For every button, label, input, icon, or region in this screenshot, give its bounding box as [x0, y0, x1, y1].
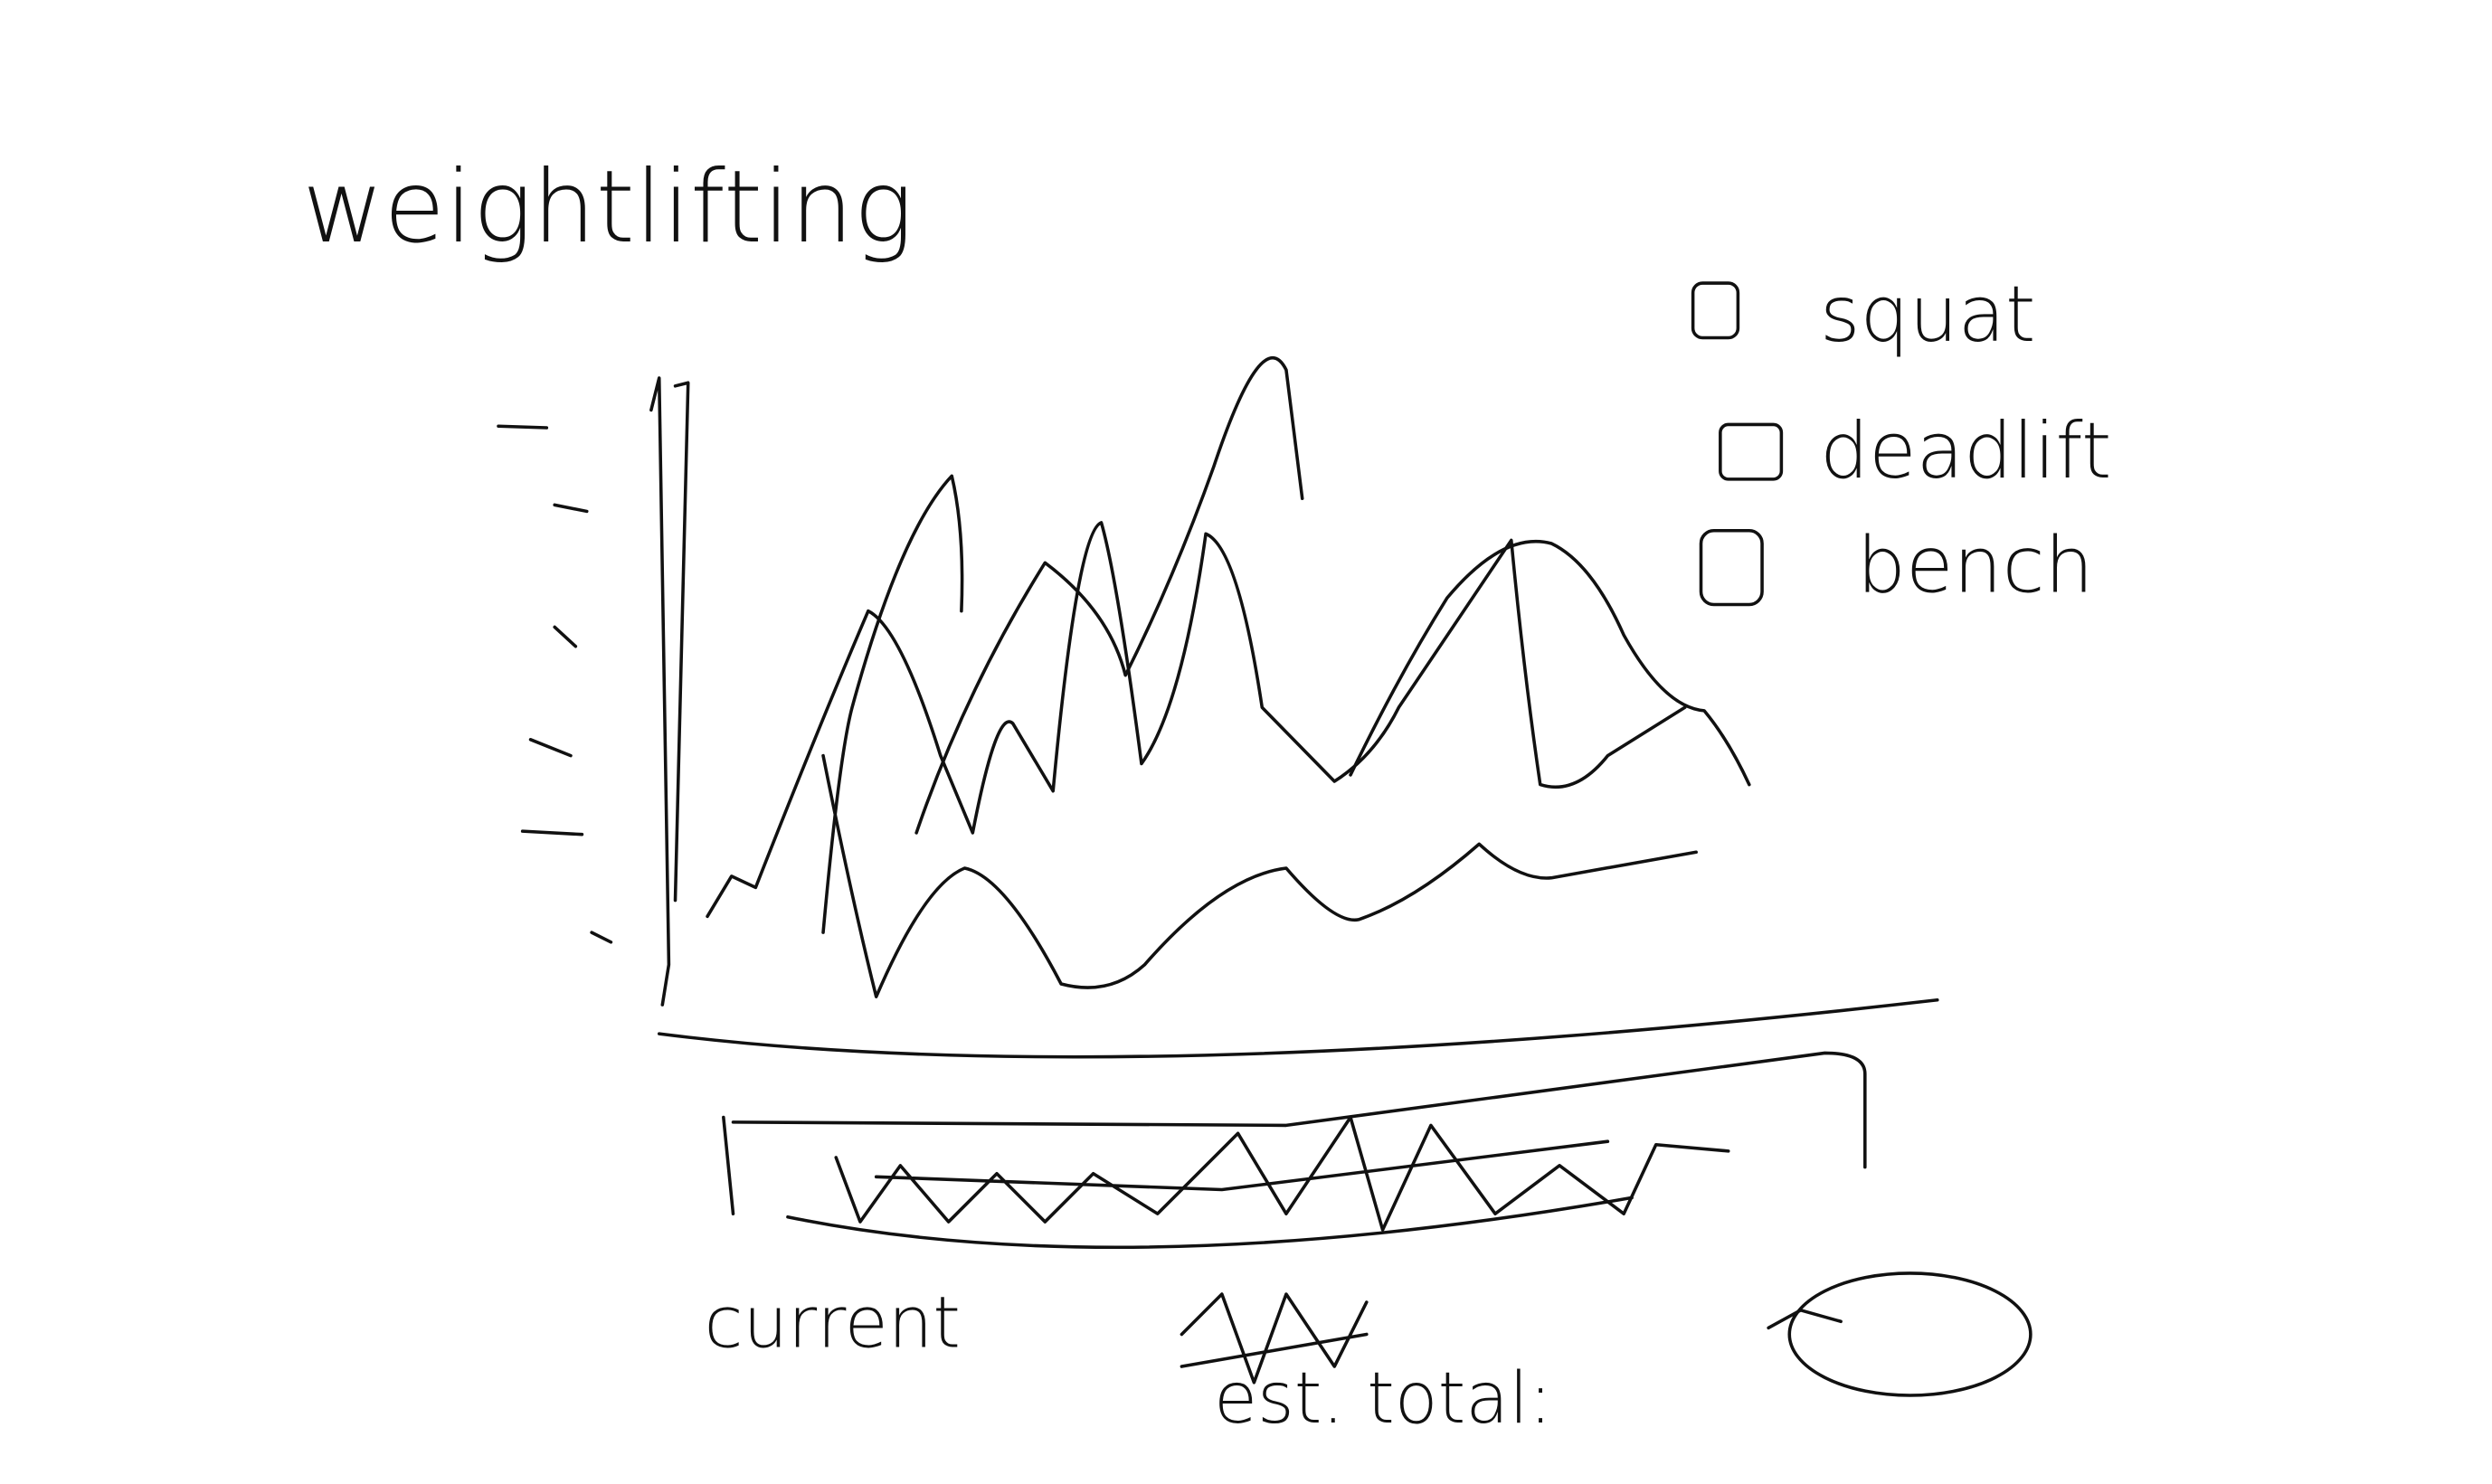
x-axis: [657, 997, 1939, 1059]
line-sketch: [821, 753, 1698, 998]
line-sketch: [914, 355, 1304, 835]
checkbox[interactable]: [1691, 281, 1740, 340]
chart-sketch: [497, 355, 1939, 1059]
crossed-out-scribble: [1180, 1292, 1369, 1385]
legend: squat deadlift bench: [1691, 270, 2111, 610]
line-sketch: [706, 521, 1687, 919]
app-title: weightlifting: [302, 149, 914, 265]
navigator-line: [834, 1115, 1730, 1232]
checkbox[interactable]: [1699, 528, 1764, 607]
tick-marks: [497, 424, 613, 944]
total-field[interactable]: [1787, 1271, 2032, 1397]
legend-label: bench: [1857, 521, 2094, 610]
legend-label: deadlift: [1820, 407, 2111, 496]
range-navigator[interactable]: [722, 1051, 1867, 1250]
y-axis: [649, 376, 690, 1007]
navigator-frame: [722, 1051, 1867, 1250]
current-label: current: [705, 1282, 961, 1365]
line-sketch: [821, 474, 964, 934]
line-sketch: [1349, 539, 1751, 787]
total-label: est. total:: [1214, 1357, 1552, 1440]
legend-label: squat: [1820, 270, 2035, 360]
checkbox[interactable]: [1719, 422, 1784, 481]
field-cursor: [1767, 1309, 1843, 1330]
